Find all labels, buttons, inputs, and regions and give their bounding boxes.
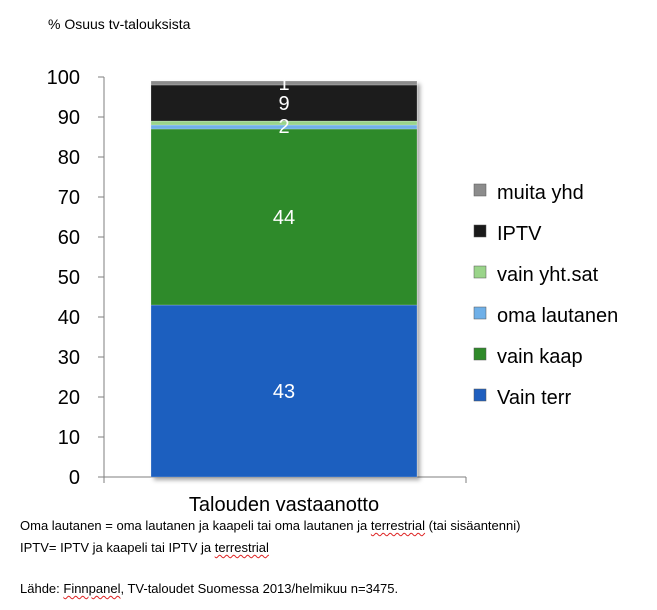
y-tick-label: 90 bbox=[58, 107, 80, 129]
y-tick-label: 50 bbox=[58, 267, 80, 289]
note-oma-lautanen-term: terrestrial bbox=[370, 518, 426, 533]
note-iptv: IPTV= IPTV ja kaapeli tai IPTV ja terres… bbox=[20, 540, 269, 555]
bar-data-label: 44 bbox=[273, 207, 295, 229]
note-source-name: Finnpanel bbox=[63, 581, 121, 596]
legend-swatch bbox=[473, 265, 487, 279]
legend-swatch bbox=[473, 183, 487, 197]
legend-swatch bbox=[473, 306, 487, 320]
bar-segment bbox=[150, 304, 418, 478]
y-tick-label: 30 bbox=[58, 347, 80, 369]
legend-swatch bbox=[473, 224, 487, 238]
chart-title: % Osuus tv-talouksista bbox=[48, 16, 191, 32]
y-tick-label: 40 bbox=[58, 307, 80, 329]
note-iptv-text: IPTV= IPTV ja kaapeli tai IPTV ja bbox=[20, 540, 215, 555]
bar-segment bbox=[150, 128, 418, 306]
legend-label: Vain terr bbox=[497, 387, 571, 409]
legend-label: oma lautanen bbox=[497, 305, 618, 327]
bar-segment bbox=[150, 84, 418, 122]
bar-stack bbox=[150, 80, 418, 478]
bar-segment bbox=[150, 80, 418, 86]
note-source-text: , TV-taloudet Suomessa 2013/helmikuu n=3… bbox=[120, 581, 399, 596]
note-iptv-term: terrestrial bbox=[214, 540, 269, 555]
note-source: Lähde: Finnpanel, TV-taloudet Suomessa 2… bbox=[20, 581, 398, 596]
y-tick-label: 70 bbox=[58, 187, 80, 209]
bar-data-label: 43 bbox=[273, 381, 295, 403]
y-tick-label: 20 bbox=[58, 387, 80, 409]
y-tick-label: 100 bbox=[47, 67, 80, 89]
bar-data-label: 2 bbox=[278, 116, 289, 138]
y-tick-label: 80 bbox=[58, 147, 80, 169]
note-oma-lautanen-text: Oma lautanen = oma lautanen ja kaapeli t… bbox=[20, 518, 371, 533]
note-oma-lautanen-suffix: (tai sisäantenni) bbox=[425, 518, 521, 533]
bar-data-label: 9 bbox=[278, 93, 289, 115]
legend-label: muita yhd bbox=[497, 182, 584, 204]
note-oma-lautanen: Oma lautanen = oma lautanen ja kaapeli t… bbox=[20, 518, 520, 533]
y-tick-label: 0 bbox=[69, 467, 80, 489]
y-tick-label: 60 bbox=[58, 227, 80, 249]
legend-label: IPTV bbox=[497, 223, 542, 245]
note-source-prefix: Lähde: bbox=[20, 581, 64, 596]
bar-data-label: 1 bbox=[278, 73, 289, 95]
y-tick-label: 10 bbox=[58, 427, 80, 449]
legend-label: vain kaap bbox=[497, 346, 583, 368]
legend-label: vain yht.sat bbox=[497, 264, 599, 286]
legend-swatch bbox=[473, 388, 487, 402]
stacked-bar-chart: 0 10 20 30 40 50 60 70 80 90 100 Talouden vastaanot… bbox=[47, 67, 619, 516]
legend-swatch bbox=[473, 347, 487, 361]
x-category-label: Talouden vastaanotto bbox=[189, 494, 379, 516]
